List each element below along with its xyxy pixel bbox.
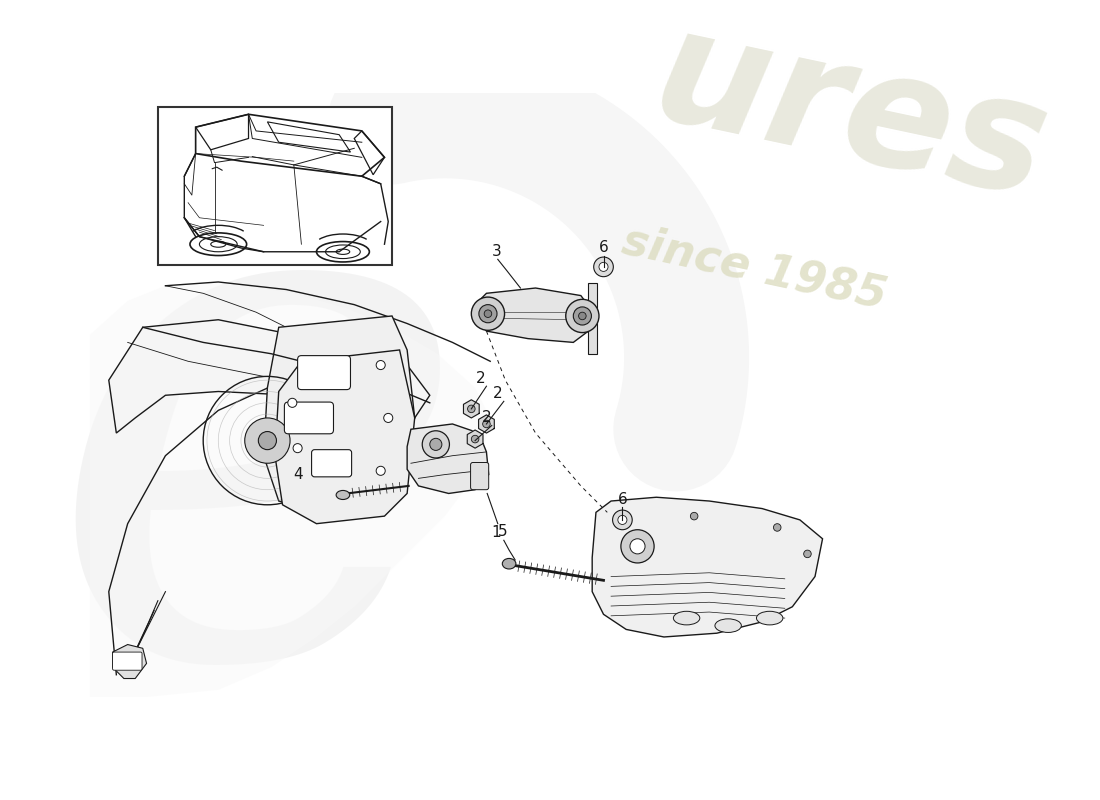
Text: 1: 1 <box>492 526 502 540</box>
Circle shape <box>484 310 492 318</box>
FancyBboxPatch shape <box>285 402 333 434</box>
Polygon shape <box>275 350 415 524</box>
Text: 4: 4 <box>293 467 303 482</box>
Circle shape <box>293 444 303 453</box>
Text: 3: 3 <box>492 244 502 259</box>
Text: 6: 6 <box>598 241 608 255</box>
Text: since 1985: since 1985 <box>618 219 891 318</box>
Text: 2: 2 <box>482 410 492 426</box>
Circle shape <box>471 435 478 443</box>
Ellipse shape <box>757 611 783 625</box>
Circle shape <box>600 262 608 271</box>
Circle shape <box>471 297 505 330</box>
Circle shape <box>468 405 475 413</box>
Ellipse shape <box>503 558 516 569</box>
Polygon shape <box>475 288 592 342</box>
Polygon shape <box>592 498 823 637</box>
FancyBboxPatch shape <box>311 450 352 477</box>
Circle shape <box>483 420 491 428</box>
Circle shape <box>573 307 592 325</box>
Circle shape <box>618 515 627 525</box>
Bar <box>158 106 392 266</box>
Circle shape <box>594 257 614 277</box>
Polygon shape <box>90 282 491 698</box>
Polygon shape <box>264 316 415 512</box>
Polygon shape <box>478 415 494 433</box>
Circle shape <box>579 312 586 320</box>
FancyBboxPatch shape <box>112 652 142 670</box>
Circle shape <box>478 305 497 322</box>
Circle shape <box>422 430 450 458</box>
Circle shape <box>430 438 442 450</box>
Ellipse shape <box>715 619 741 633</box>
Polygon shape <box>463 400 480 418</box>
Text: 6: 6 <box>617 492 627 507</box>
Circle shape <box>613 510 632 530</box>
Text: ures: ures <box>641 0 1060 232</box>
Circle shape <box>376 466 385 475</box>
Polygon shape <box>407 424 488 494</box>
Circle shape <box>288 398 297 407</box>
Text: 2: 2 <box>476 371 486 386</box>
Circle shape <box>384 414 393 422</box>
FancyBboxPatch shape <box>471 462 488 490</box>
Circle shape <box>691 512 697 520</box>
Ellipse shape <box>337 490 350 499</box>
Circle shape <box>773 524 781 531</box>
Circle shape <box>258 431 276 450</box>
Polygon shape <box>588 283 597 354</box>
Text: 2: 2 <box>493 386 503 402</box>
Circle shape <box>804 550 811 558</box>
Circle shape <box>630 538 645 554</box>
Circle shape <box>615 520 623 527</box>
Circle shape <box>244 418 290 463</box>
Circle shape <box>376 361 385 370</box>
Text: 5: 5 <box>498 524 508 538</box>
Polygon shape <box>468 430 483 448</box>
Text: e: e <box>45 106 472 800</box>
Ellipse shape <box>673 611 700 625</box>
Circle shape <box>565 299 600 333</box>
Polygon shape <box>109 320 430 433</box>
Polygon shape <box>112 645 146 678</box>
FancyBboxPatch shape <box>298 356 351 390</box>
Circle shape <box>620 530 654 563</box>
